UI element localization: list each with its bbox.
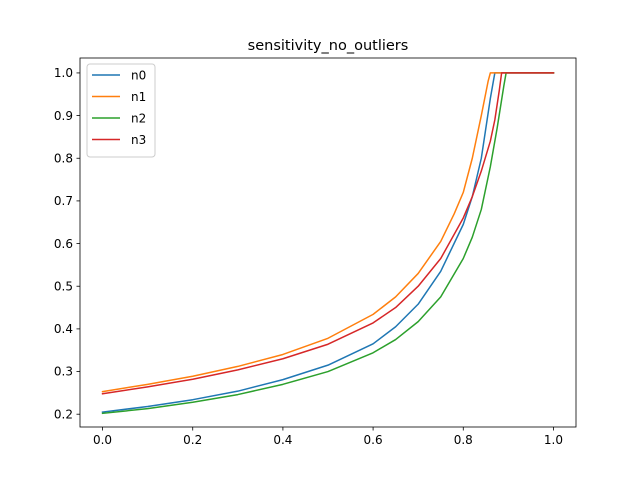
y-tick-label: 0.8 [54, 151, 73, 165]
legend-label-n3: n3 [131, 133, 146, 147]
series-line-n2 [101, 72, 555, 415]
y-tick-label: 1.0 [54, 66, 73, 80]
axes-frame [79, 57, 577, 428]
series-line-n3 [101, 72, 555, 395]
legend-box [86, 63, 156, 158]
chart-title: sensitivity_no_outliers [248, 38, 409, 54]
legend-label-n1: n1 [131, 90, 146, 104]
x-tick-label: 0.2 [183, 433, 202, 447]
legend: n0 n1 n2 n3 [86, 63, 156, 158]
x-tick-label: 0.6 [364, 433, 383, 447]
legend-label-n0: n0 [131, 68, 146, 82]
y-tick-label: 0.4 [54, 322, 73, 336]
y-tick-label: 0.2 [54, 407, 73, 421]
x-tick-label: 0.4 [273, 433, 292, 447]
axes: 0.0 0.2 0.4 0.6 0.8 1.0 0.2 0.3 0.4 0.5 0.6 0.7 0.8 0… [54, 57, 577, 447]
y-tick-label: 0.5 [54, 279, 73, 293]
y-tick-label: 0.6 [54, 237, 73, 251]
x-tick-label: 1.0 [544, 433, 563, 447]
legend-label-n2: n2 [131, 111, 146, 125]
series-line-n0 [101, 72, 555, 413]
y-tick-label: 0.3 [54, 365, 73, 379]
series-lines [101, 72, 555, 415]
y-tick-label: 0.7 [54, 194, 73, 208]
series-line-n1 [101, 72, 555, 393]
x-tick-label: 0.8 [454, 433, 473, 447]
y-tick-label: 0.9 [54, 109, 73, 123]
x-tick-label: 0.0 [93, 433, 112, 447]
